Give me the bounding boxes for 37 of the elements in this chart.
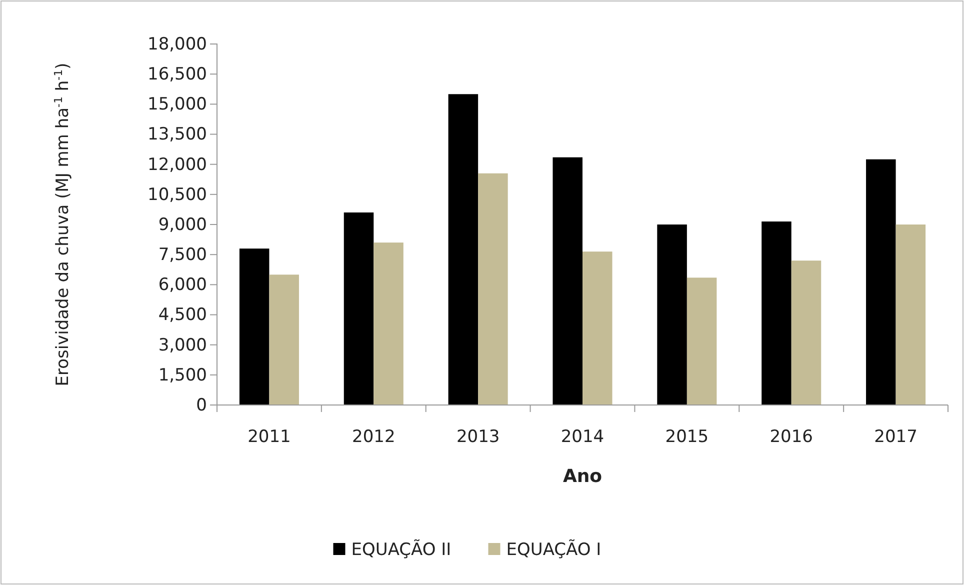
bar: [269, 274, 299, 405]
bar: [239, 248, 270, 405]
y-tick-label: 10,500: [148, 184, 207, 205]
y-tick-label: 15,000: [148, 94, 207, 115]
y-tick-label: 9,000: [158, 214, 207, 235]
y-tick-label: 1,500: [158, 365, 207, 386]
y-tick-label: 13,500: [148, 124, 207, 145]
y-tick-label: 16,500: [148, 64, 207, 85]
bar: [791, 260, 822, 405]
x-tick-label: 2017: [874, 427, 918, 447]
bar: [374, 242, 404, 405]
bar: [582, 252, 612, 405]
bar: [344, 212, 374, 405]
x-axis-title: Ano: [562, 466, 602, 487]
x-tick-label: 2011: [248, 427, 291, 447]
y-tick-label: 6,000: [158, 275, 207, 296]
x-tick-label: 2015: [665, 427, 709, 447]
bar: [478, 173, 508, 405]
legend-label: EQUAÇÃO II: [351, 539, 452, 560]
bar: [657, 224, 687, 405]
bar: [762, 221, 792, 405]
y-tick-label: 4,500: [158, 305, 207, 326]
bar: [552, 157, 582, 405]
y-tick-label: 18,000: [148, 34, 207, 54]
y-tick-label: 12,000: [148, 154, 207, 175]
y-tick-label: 3,000: [158, 335, 207, 356]
bar: [896, 224, 926, 405]
y-tick-label: 0: [196, 395, 207, 416]
x-tick-label: 2012: [352, 427, 396, 447]
legend-label: EQUAÇÃO I: [506, 539, 602, 560]
bar: [686, 278, 717, 405]
x-tick-label: 2013: [456, 427, 500, 447]
bar: [448, 94, 478, 405]
x-tick-label: 2016: [770, 427, 813, 447]
bar: [866, 159, 896, 405]
y-tick-label: 7,500: [158, 245, 207, 266]
x-tick-label: 2014: [560, 427, 604, 447]
